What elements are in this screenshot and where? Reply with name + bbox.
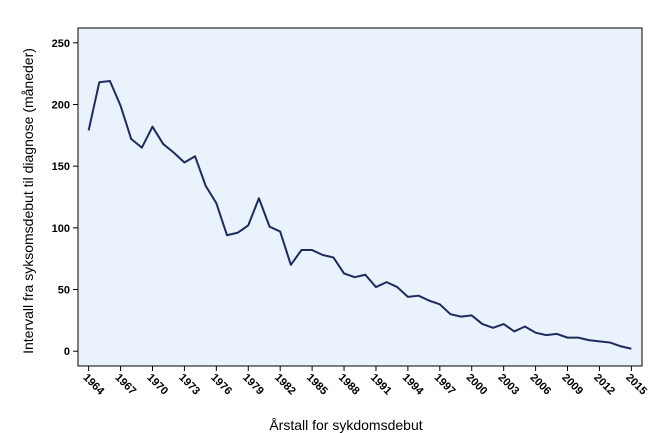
y-tick-label: 100 bbox=[52, 223, 70, 235]
x-tick-label: 1991 bbox=[368, 372, 394, 398]
x-tick-label: 1964 bbox=[81, 372, 107, 398]
x-tick-label: 2000 bbox=[464, 372, 490, 398]
x-tick-label: 1973 bbox=[176, 372, 202, 398]
x-tick-label: 2015 bbox=[623, 372, 649, 398]
x-tick-label: 2009 bbox=[559, 372, 585, 398]
plot-area bbox=[77, 27, 643, 367]
x-tick-label: 1997 bbox=[432, 372, 458, 398]
x-axis-title: Årstall for sykdomsdebut bbox=[269, 417, 422, 433]
x-tick-label: 1985 bbox=[304, 372, 330, 398]
x-axis: 1964 1967 1970 1973 1976 1979 1982 1985 1988 1991… bbox=[81, 366, 649, 398]
y-axis: 0 50 100 150 200 250 bbox=[52, 38, 78, 358]
x-tick-label: 1994 bbox=[400, 372, 426, 398]
x-tick-label: 1976 bbox=[208, 372, 234, 398]
x-tick-label: 2006 bbox=[527, 372, 553, 398]
x-tick-label: 1979 bbox=[240, 372, 266, 398]
y-tick-label: 0 bbox=[64, 346, 70, 358]
y-tick-label: 50 bbox=[58, 285, 70, 297]
x-tick-label: 1988 bbox=[336, 372, 362, 398]
y-axis-title: Intervall fra syksomsdebut til diagnose … bbox=[20, 48, 36, 354]
y-tick-label: 150 bbox=[52, 161, 70, 173]
x-tick-label: 2003 bbox=[496, 372, 522, 398]
series-line bbox=[87, 80, 632, 350]
y-tick-label: 200 bbox=[52, 99, 70, 111]
x-tick-label: 2012 bbox=[591, 372, 617, 398]
x-tick-label: 1982 bbox=[272, 372, 298, 398]
y-tick-label: 250 bbox=[52, 38, 70, 50]
x-tick-label: 1967 bbox=[112, 372, 138, 398]
x-tick-label: 1970 bbox=[144, 372, 170, 398]
